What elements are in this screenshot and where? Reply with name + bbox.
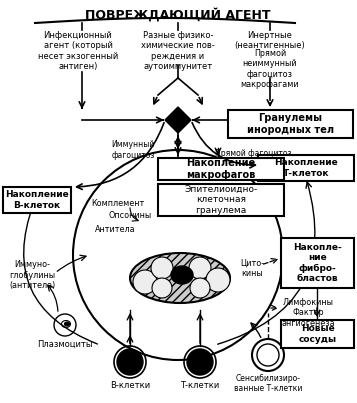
Text: Опсонины: Опсонины xyxy=(109,212,152,220)
Text: Накопле-
ние
фибро-
бластов: Накопле- ние фибро- бластов xyxy=(293,243,342,283)
Text: Эпителиоидно-
клеточная
гранулема: Эпителиоидно- клеточная гранулема xyxy=(184,185,258,215)
Text: Новые
сосуды: Новые сосуды xyxy=(298,324,337,344)
Text: Накопление
Т-клеток: Накопление Т-клеток xyxy=(274,158,338,178)
Bar xyxy=(158,158,284,180)
Bar xyxy=(158,184,284,216)
Text: Накопление
В-клеток: Накопление В-клеток xyxy=(5,190,69,210)
Text: Иммунный
фагоцитоз: Иммунный фагоцитоз xyxy=(112,140,155,160)
Ellipse shape xyxy=(171,266,193,284)
Circle shape xyxy=(187,349,213,375)
Bar xyxy=(281,238,354,288)
Text: Прямой фагоцитоз: Прямой фагоцитоз xyxy=(215,148,292,158)
Text: В-клетки: В-клетки xyxy=(110,381,150,390)
Text: ПОВРЕЖДАЮЩИЙ АГЕНТ: ПОВРЕЖДАЮЩИЙ АГЕНТ xyxy=(85,8,271,22)
Text: Сенсибилизиро-
ванные Т-клетки: Сенсибилизиро- ванные Т-клетки xyxy=(234,374,302,393)
Text: Лимфокины
Фактор
ангиогенеза: Лимфокины Фактор ангиогенеза xyxy=(281,298,335,328)
Polygon shape xyxy=(165,107,191,133)
Text: Антитела: Антитела xyxy=(95,226,135,235)
Circle shape xyxy=(117,349,143,375)
Text: Инфекционный
агент (который
несет экзогенный
антиген): Инфекционный агент (который несет экзоге… xyxy=(38,31,118,71)
Bar xyxy=(281,320,354,348)
Text: Иммуно-
глобулины
(антитела): Иммуно- глобулины (антитела) xyxy=(9,260,55,290)
Text: Накопление
макрофагов: Накопление макрофагов xyxy=(186,158,256,180)
Circle shape xyxy=(190,278,210,298)
Text: Гранулемы
инородных тел: Гранулемы инородных тел xyxy=(247,113,334,135)
Bar xyxy=(228,110,353,138)
Circle shape xyxy=(189,257,211,279)
Bar xyxy=(258,155,354,181)
Bar xyxy=(3,187,71,213)
Text: Цито-
кины: Цито- кины xyxy=(240,258,264,278)
Text: Плазмоциты: Плазмоциты xyxy=(37,340,93,349)
Circle shape xyxy=(206,268,230,292)
Ellipse shape xyxy=(130,253,230,303)
Circle shape xyxy=(152,278,172,298)
Text: Прямой
неиммунный
фагоцитоз
макрофагами: Прямой неиммунный фагоцитоз макрофагами xyxy=(241,49,299,89)
Circle shape xyxy=(151,257,173,279)
Text: Инертные
(неантигенные): Инертные (неантигенные) xyxy=(235,31,305,50)
Text: Разные физико-
химические пов-
реждения и
аутоиммунитет: Разные физико- химические пов- реждения … xyxy=(141,31,215,71)
Text: Комплемент: Комплемент xyxy=(91,199,145,208)
Circle shape xyxy=(133,270,157,294)
Ellipse shape xyxy=(65,322,70,326)
Text: Т-клетки: Т-клетки xyxy=(180,381,220,390)
